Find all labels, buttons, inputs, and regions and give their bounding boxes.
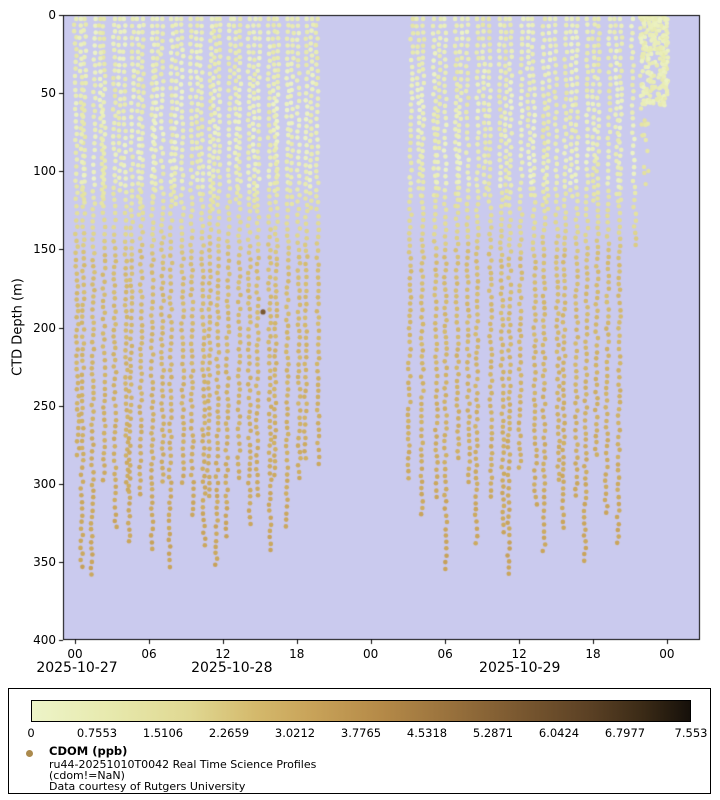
x-tick-label: 00	[659, 647, 675, 661]
legend-marker-dot	[26, 750, 33, 757]
x-tick-label: 18	[585, 647, 601, 661]
x-tick-label: 12	[215, 647, 231, 661]
x-tick-label: 12	[511, 647, 527, 661]
colorbar-tick-label: 1.5106	[142, 726, 184, 740]
x-tick-label: 18	[289, 647, 305, 661]
y-tick-label: 100	[33, 164, 56, 179]
colorbar-tick-label: 6.0424	[538, 726, 580, 740]
x-date-label: 2025-10-27	[36, 660, 118, 676]
legend-box: 0 0.7553 1.5106 2.2659 3.0212 3.7765 4.5318 5.2…	[8, 688, 711, 794]
x-date-label: 2025-10-28	[191, 660, 273, 676]
colorbar-tick-label: 0.7553	[76, 726, 118, 740]
colorbar-tick-label: 3.7765	[340, 726, 382, 740]
y-tick-label: 0	[48, 8, 56, 22]
colorbar-gradient	[31, 700, 691, 722]
legend-credit-line: Data courtesy of Rutgers University	[49, 780, 246, 793]
y-tick-label: 400	[33, 633, 56, 647]
colorbar-tick-label: 3.0212	[274, 726, 316, 740]
colorbar-tick-label: 4.5318	[406, 726, 448, 740]
y-tick-label: 350	[33, 554, 56, 569]
colorbar-tick-label: 7.553	[674, 726, 708, 740]
y-tick-label: 200	[33, 320, 56, 335]
colorbar-tick-label: 5.2871	[472, 726, 514, 740]
colorbar-tick-label: 2.2659	[208, 726, 250, 740]
y-tick-label: 50	[40, 86, 56, 101]
colorbar-tick-label: 6.7977	[604, 726, 646, 740]
y-tick-label: 150	[33, 242, 56, 257]
legend-dataset-line: ru44-20251010T0042 Real Time Science Pro…	[49, 758, 317, 771]
x-tick-label: 00	[363, 647, 379, 661]
x-date-label: 2025-10-29	[479, 660, 561, 676]
legend-series-label: CDOM (ppb)	[49, 744, 128, 758]
y-tick-label: 300	[33, 476, 56, 491]
y-tick-label: 250	[33, 398, 56, 413]
colorbar-tick-label: 0	[27, 726, 35, 740]
colorbar-tick-labels: 0 0.7553 1.5106 2.2659 3.0212 3.7765 4.5318 5.2…	[9, 689, 710, 793]
x-tick-label: 06	[437, 647, 453, 661]
x-tick-label: 00	[67, 647, 83, 661]
x-tick-label: 06	[141, 647, 157, 661]
legend-filter-line: (cdom!=NaN)	[49, 769, 125, 782]
